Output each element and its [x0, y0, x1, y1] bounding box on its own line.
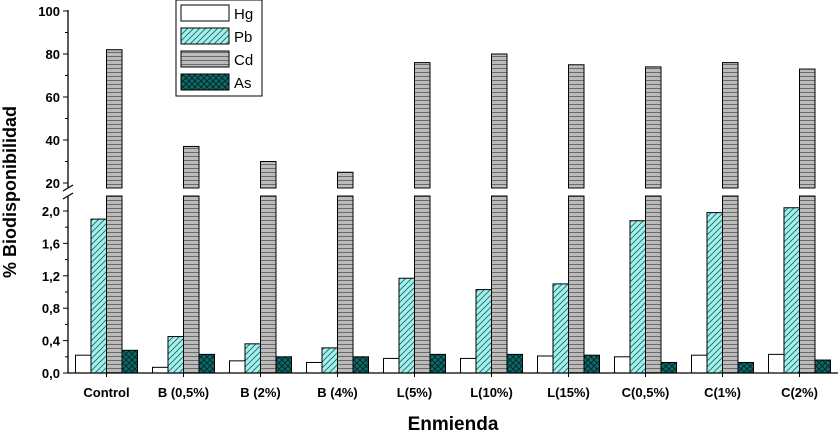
x-tick-label: B (0,5%)	[158, 385, 209, 400]
bar-pb-b-0-5	[167, 336, 184, 374]
bar-as-b-0-5	[198, 353, 215, 374]
legend-label-cd: Cd	[234, 52, 253, 69]
bar-cd-b-4	[337, 171, 354, 189]
bar-as-l-10	[506, 353, 523, 374]
y-tick-label: 20	[46, 176, 60, 191]
bar-cd-l-10	[491, 53, 508, 189]
legend-label-hg: Hg	[234, 6, 253, 23]
bar-cd-c-0-5-lower	[645, 195, 662, 374]
bar-hg-c-1	[691, 354, 708, 374]
bars-layer	[75, 49, 831, 374]
bar-pb-c-0-5	[629, 220, 646, 374]
legend-label-as: As	[234, 75, 252, 92]
axis-break-mark	[62, 192, 74, 200]
axis-break-mark	[62, 184, 74, 192]
bar-cd-b-2	[260, 161, 277, 189]
x-tick-label: B (2%)	[240, 385, 280, 400]
bar-as-c-2	[814, 359, 831, 374]
bar-as-control	[121, 349, 138, 374]
bar-pb-b-2	[244, 343, 261, 374]
bar-hg-b-4	[306, 361, 323, 374]
y-tick-label: 0,8	[42, 301, 60, 316]
bar-pb-c-2	[783, 207, 800, 374]
legend-label-pb: Pb	[234, 29, 252, 46]
bar-cd-l-5-lower	[414, 195, 431, 374]
bar-hg-c-0-5	[614, 356, 631, 374]
bar-pb-b-4	[321, 347, 338, 374]
legend-swatch-hg	[180, 4, 230, 22]
bar-pb-l-5	[398, 277, 415, 374]
bar-hg-b-0-5	[152, 366, 169, 374]
y-tick-label: 80	[46, 47, 60, 62]
bar-cd-l-10-lower	[491, 195, 508, 374]
bar-cd-c-2-lower	[799, 195, 816, 374]
bar-hg-control	[75, 354, 92, 374]
bar-cd-c-1	[722, 62, 739, 189]
bar-cd-l-15	[568, 64, 585, 189]
bar-pb-l-15	[552, 283, 569, 374]
bar-as-b-2	[275, 356, 292, 374]
x-axis-title: Enmienda	[408, 414, 499, 432]
bar-cd-c-2	[799, 68, 816, 189]
bar-hg-c-2	[768, 353, 785, 374]
bar-cd-c-1-lower	[722, 195, 739, 374]
bar-pb-control	[90, 218, 107, 374]
bar-as-l-15	[583, 354, 600, 374]
x-tick-label: L(5%)	[397, 385, 432, 400]
y-tick-label: 2,0	[42, 204, 60, 219]
y-tick-label: 1,6	[42, 236, 60, 251]
bar-as-l-5	[429, 353, 446, 374]
bar-hg-b-2	[229, 360, 246, 374]
y-tick-label: 0,0	[42, 366, 60, 381]
bar-cd-c-0-5	[645, 66, 662, 189]
y-tick-label: 60	[46, 90, 60, 105]
y-tick-label: 1,2	[42, 269, 60, 284]
bar-cd-b-2-lower	[260, 195, 277, 374]
y-tick-label: 100	[38, 4, 60, 19]
axes-layer: Control B (0,5%) B (2%) B (4%) L(5%) L(10%) L(…	[38, 4, 838, 400]
y-axis-title: % Biodisponibilidad	[0, 106, 20, 278]
bar-cd-control	[106, 49, 123, 189]
legend: Hg Pb Cd As	[175, 0, 263, 97]
bar-as-c-0-5	[660, 361, 677, 374]
y-tick-label: 0,4	[42, 334, 61, 349]
x-tick-label: B (4%)	[317, 385, 357, 400]
bar-hg-l-15	[537, 355, 554, 374]
x-tick-label: L(10%)	[470, 385, 513, 400]
x-tick-label: C(1%)	[704, 385, 741, 400]
bar-cd-b-4-lower	[337, 195, 354, 374]
bar-cd-l-15-lower	[568, 195, 585, 374]
bar-cd-control-lower	[106, 195, 123, 374]
bar-cd-b-0-5-lower	[183, 195, 200, 374]
bar-hg-l-5	[383, 357, 400, 374]
legend-swatch-pb	[180, 27, 230, 45]
bar-hg-l-10	[460, 357, 477, 374]
legend-swatch-cd	[180, 50, 230, 68]
x-tick-label: Control	[83, 385, 129, 400]
x-tick-label: C(0,5%)	[622, 385, 670, 400]
bar-as-c-1	[737, 361, 754, 374]
bar-as-b-4	[352, 356, 369, 374]
bar-pb-c-1	[706, 212, 723, 374]
x-tick-label: C(2%)	[781, 385, 818, 400]
legend-swatch-as	[180, 73, 230, 91]
bar-cd-l-5	[414, 62, 431, 189]
bar-cd-b-0-5	[183, 145, 200, 189]
y-tick-label: 40	[46, 133, 60, 148]
x-tick-label: L(15%)	[547, 385, 590, 400]
bar-pb-l-10	[475, 289, 492, 374]
